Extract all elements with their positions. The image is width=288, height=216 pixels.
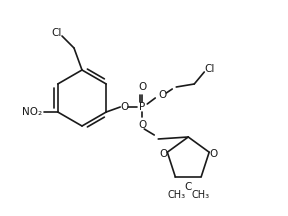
Text: O: O — [138, 120, 146, 130]
Text: Cl: Cl — [204, 64, 215, 74]
Text: O: O — [120, 102, 128, 112]
Text: CH₃: CH₃ — [191, 190, 209, 200]
Text: O: O — [209, 149, 217, 159]
Text: O: O — [158, 90, 166, 100]
Text: O: O — [159, 149, 167, 159]
Text: Cl: Cl — [52, 28, 62, 38]
Text: NO₂: NO₂ — [22, 107, 42, 117]
Text: C: C — [185, 182, 192, 192]
Text: CH₃: CH₃ — [167, 190, 185, 200]
Text: P: P — [139, 102, 145, 112]
Text: O: O — [138, 82, 146, 92]
